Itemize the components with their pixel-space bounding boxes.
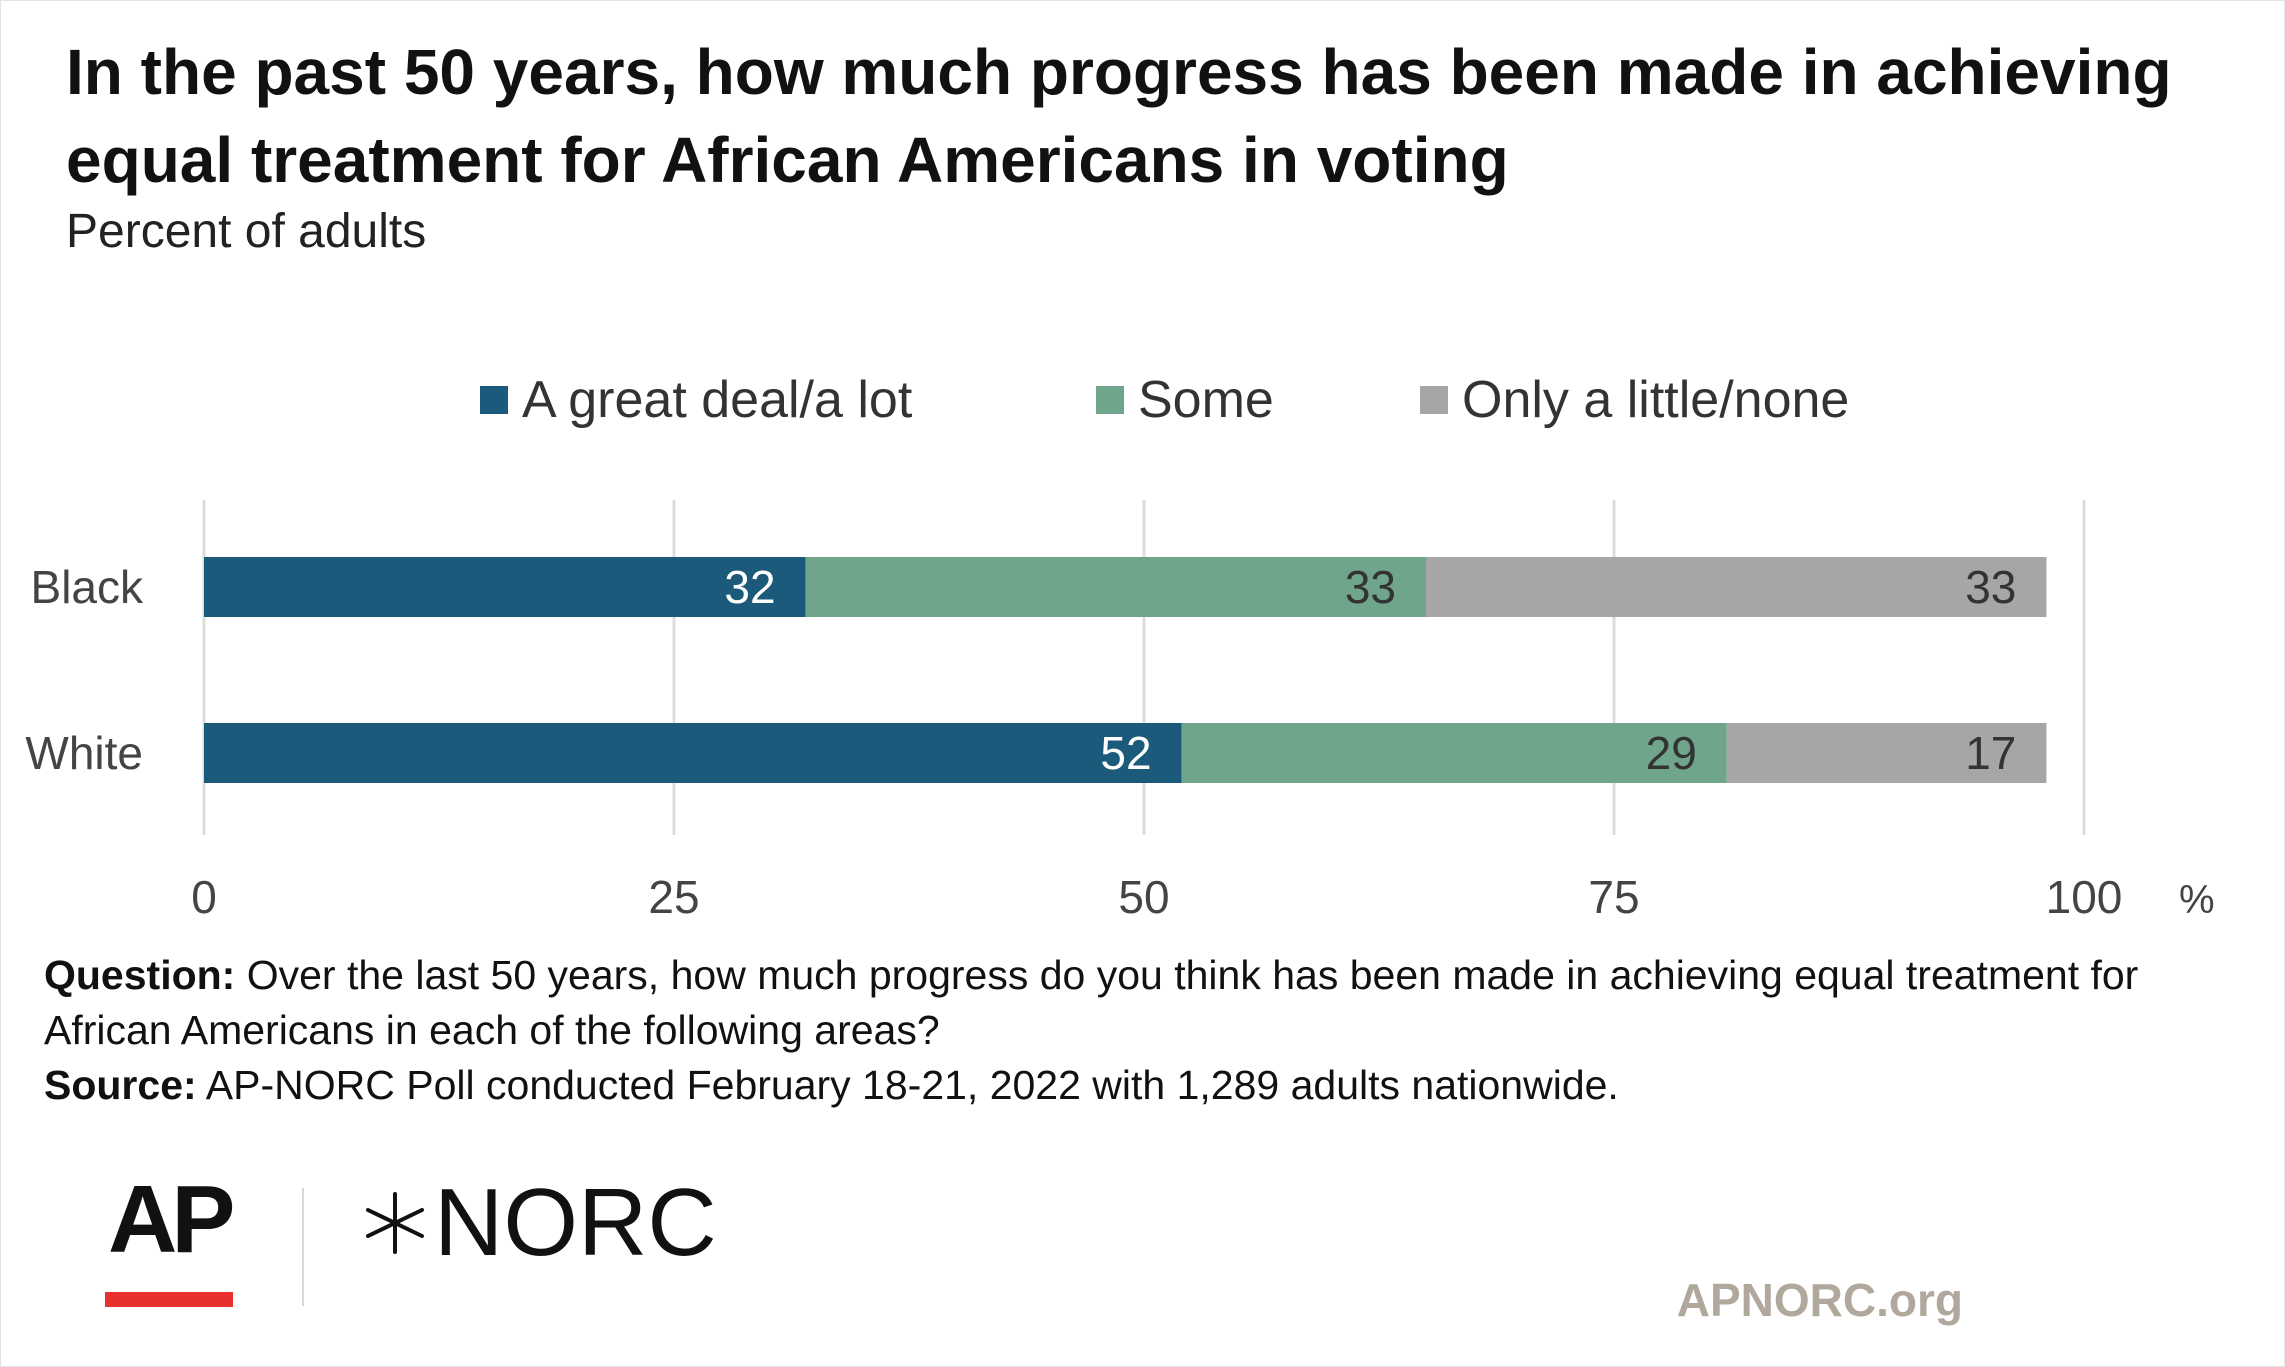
legend-item-little-none: Only a little/none — [1420, 370, 1849, 430]
legend-label: A great deal/a lot — [522, 371, 913, 429]
bar-segment — [204, 723, 1182, 783]
data-label: 33 — [1965, 561, 2016, 613]
website-url: APNORC.org — [1676, 1274, 1963, 1326]
source-label: Source: — [44, 1062, 197, 1108]
question-text: Over the last 50 years, how much progres… — [44, 952, 2139, 1053]
logo-divider — [302, 1188, 304, 1306]
bar-segment — [805, 557, 1426, 617]
data-label: 17 — [1965, 727, 2016, 779]
legend-swatch — [1420, 386, 1448, 414]
chart-subtitle: Percent of adults — [66, 205, 427, 258]
bar-segment — [1181, 723, 1727, 783]
x-tick-label: 75 — [1588, 871, 1639, 923]
source-text: AP-NORC Poll conducted February 18-21, 2… — [205, 1062, 1619, 1108]
bar-segment — [1426, 557, 2047, 617]
norc-logo-text: NORC — [434, 1169, 717, 1276]
ap-logo-underline — [105, 1292, 233, 1307]
x-tick-label: 50 — [1118, 871, 1169, 923]
x-tick-label: 0 — [191, 871, 217, 923]
data-label: 32 — [724, 561, 775, 613]
stacked-bar-chart: 0 25 50 75 100 % Black 32 33 33 White 52 29 17 — [25, 500, 2215, 923]
chart-footer: Question: Over the last 50 years, how mu… — [44, 948, 2244, 1113]
star-burst-icon — [366, 1192, 424, 1254]
category-label: White — [25, 727, 143, 779]
question-label: Question: — [44, 952, 236, 998]
question-note: Question: Over the last 50 years, how mu… — [44, 948, 2244, 1058]
chart-title: In the past 50 years, how much progress … — [66, 36, 2172, 196]
data-label: 29 — [1646, 727, 1697, 779]
ap-logo: AP — [108, 1166, 235, 1273]
bar-segment — [204, 557, 806, 617]
x-tick-label: 25 — [648, 871, 699, 923]
bar-segment — [1726, 723, 2047, 783]
legend-label: Only a little/none — [1462, 371, 1850, 429]
legend-label: Some — [1138, 371, 1274, 429]
legend-swatch — [480, 386, 508, 414]
legend-item-some: Some — [1096, 370, 1274, 430]
legend-item-great-deal: A great deal/a lot — [480, 370, 912, 430]
data-label: 52 — [1100, 727, 1151, 779]
source-note: Source: AP-NORC Poll conducted February … — [44, 1058, 2244, 1113]
chart-legend: A great deal/a lot Some Only a little/no… — [0, 370, 2285, 440]
data-label: 33 — [1345, 561, 1396, 613]
x-axis-unit: % — [2179, 878, 2215, 922]
category-label: Black — [31, 561, 144, 613]
norc-logo: NORC — [360, 1168, 717, 1278]
legend-swatch — [1096, 386, 1124, 414]
x-tick-label: 100 — [2046, 871, 2123, 923]
